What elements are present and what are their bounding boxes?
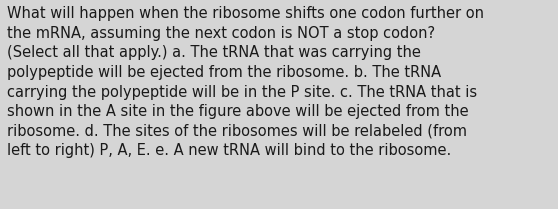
Text: What will happen when the ribosome shifts one codon further on
the mRNA, assumin: What will happen when the ribosome shift…	[7, 6, 484, 158]
